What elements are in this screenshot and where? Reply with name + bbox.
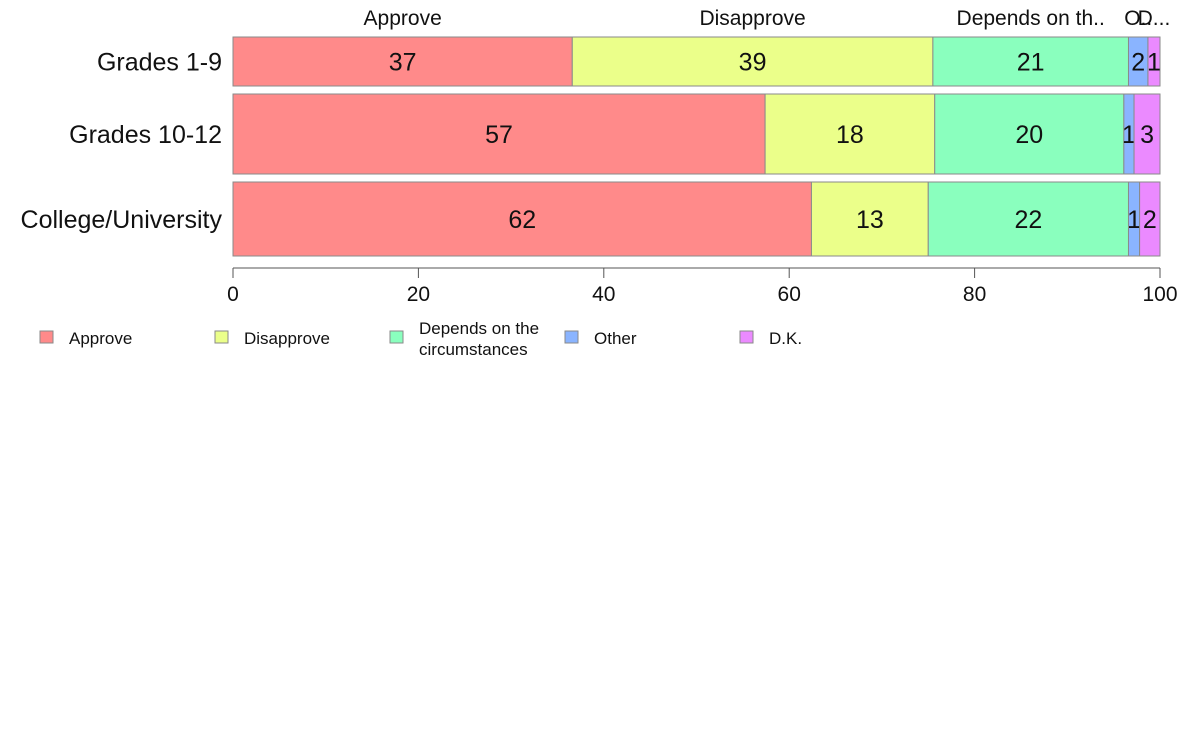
data-label: 57	[485, 121, 513, 149]
data-label: 39	[739, 49, 767, 77]
category-labels: Grades 1-9 Grades 10-12 College/University	[21, 49, 223, 235]
data-label: 1	[1127, 206, 1141, 234]
legend-swatch	[214, 330, 229, 344]
data-label: 37	[389, 49, 417, 77]
data-label: 2	[1131, 49, 1145, 77]
top-segment-label: Depends on th..	[957, 7, 1105, 30]
x-tick-label: 40	[592, 283, 615, 306]
legend-swatch	[739, 330, 754, 344]
legend: Approve Disapprove Depends on the circumsta…	[39, 319, 802, 359]
data-label: 2	[1143, 206, 1157, 234]
top-segment-label: Disapprove	[699, 7, 805, 30]
bars: 37 39 21 2 157 18 20 1 362 13 22 1 2	[232, 36, 1161, 257]
x-tick-label: 0	[227, 283, 239, 306]
x-tick-label: 60	[778, 283, 801, 306]
top-segment-label: O..	[1124, 7, 1152, 30]
top-segment-label: Approve	[364, 7, 442, 30]
legend-label: Depends on the circumstances	[419, 319, 539, 359]
top-segment-labels: Approve Disapprove Depends on th.. O..D...	[364, 7, 1171, 30]
data-label: 1	[1122, 121, 1136, 149]
data-label: 3	[1140, 121, 1154, 149]
data-label: 22	[1014, 206, 1042, 234]
top-segment-label: D...	[1138, 7, 1171, 30]
legend-swatch	[39, 330, 54, 344]
x-tick-label: 80	[963, 283, 986, 306]
bar-segment	[232, 93, 766, 175]
x-tick-label: 100	[1142, 283, 1177, 306]
bar-segment	[1139, 181, 1161, 257]
bar-segment	[927, 181, 1129, 257]
category-label: Grades 10-12	[69, 121, 222, 149]
data-label: 13	[856, 206, 884, 234]
bar-segment	[1133, 93, 1161, 175]
bar-segment	[764, 93, 936, 175]
data-label: 20	[1015, 121, 1043, 149]
category-label: Grades 1-9	[97, 49, 222, 77]
legend-label: D.K.	[769, 329, 802, 348]
bar-segment	[810, 181, 929, 257]
x-tick-label: 20	[407, 283, 430, 306]
data-label: 1	[1147, 49, 1161, 77]
data-label: 21	[1017, 49, 1045, 77]
bar-segment	[1147, 36, 1161, 87]
x-axis: 0 20 40 60 80 100	[227, 267, 1178, 306]
legend-label: Approve	[69, 329, 132, 348]
legend-swatch	[564, 330, 579, 344]
category-label: College/University	[21, 206, 223, 234]
bar-segment	[934, 93, 1125, 175]
bar-segment	[571, 36, 934, 87]
legend-swatch	[389, 330, 404, 344]
data-label: 62	[508, 206, 536, 234]
legend-label: Other	[594, 329, 637, 348]
legend-label: Disapprove	[244, 329, 330, 348]
data-label: 18	[836, 121, 864, 149]
